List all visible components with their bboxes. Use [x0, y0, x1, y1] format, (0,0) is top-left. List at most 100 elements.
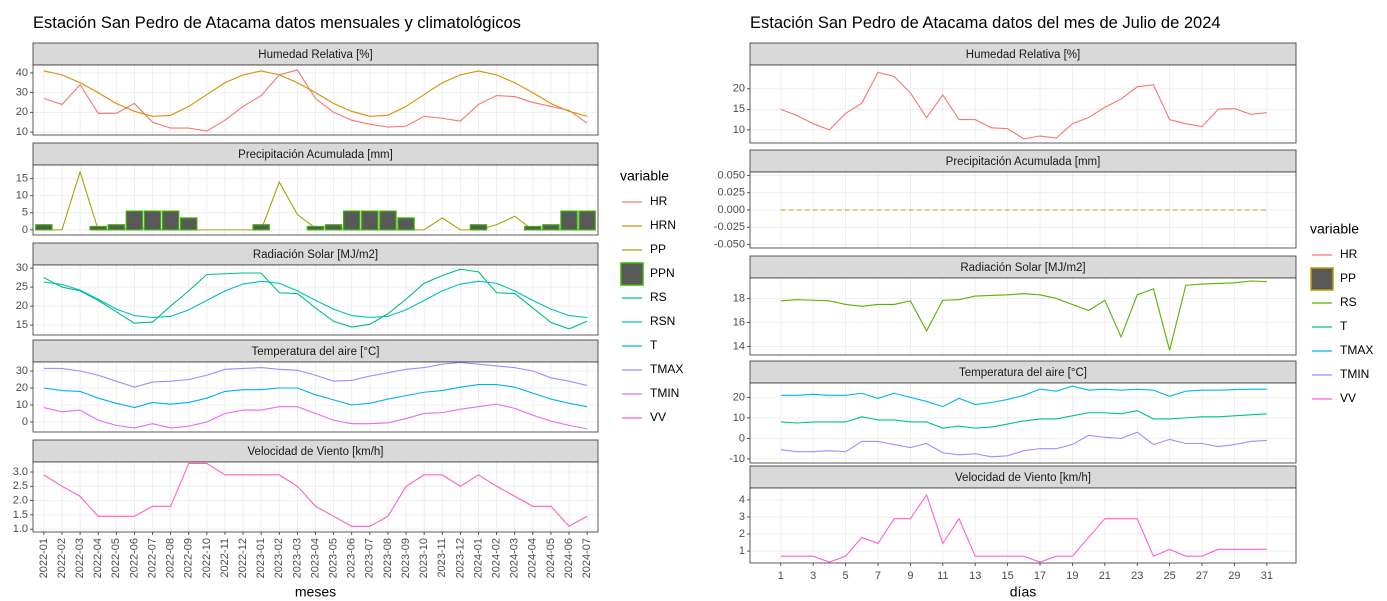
y-tick-label: 25: [16, 281, 28, 293]
y-tick-label: 0: [22, 224, 28, 236]
legend-key: [1310, 267, 1334, 291]
y-tick-label: 20: [733, 83, 745, 95]
legend-label: RSN: [650, 314, 675, 328]
x-tick-label: 2023-03: [291, 538, 303, 578]
y-tick-label: -0.025: [714, 221, 745, 233]
x-tick-label: 27: [1196, 570, 1208, 582]
bar: [560, 210, 578, 231]
panel: [750, 383, 1296, 463]
y-tick-label: 40: [16, 67, 28, 79]
panel-border: [749, 382, 1297, 464]
panel-border: [749, 171, 1297, 249]
y-tick-label: 2: [739, 528, 745, 540]
y-tick-label: 10: [733, 412, 745, 424]
panel: [750, 278, 1296, 355]
bar: [143, 210, 162, 231]
panel: [750, 65, 1296, 143]
legend-label: HR: [650, 194, 668, 208]
x-tick-label: 2022-07: [146, 538, 158, 578]
bar: [306, 225, 325, 231]
legend-label: PPN: [650, 266, 675, 280]
strip-title: Precipitación Acumulada [mm]: [238, 149, 393, 161]
line-series: [780, 280, 1267, 351]
bar: [125, 210, 144, 231]
line-series: [43, 361, 588, 388]
panel-border: [32, 361, 599, 433]
bar: [89, 225, 107, 231]
line-series: [780, 410, 1267, 429]
x-axis-title: días: [1010, 584, 1036, 600]
x-tick-label: 23: [1131, 570, 1143, 582]
x-tick-label: 2024-06: [563, 538, 575, 578]
chart-title: Estación San Pedro de Atacama datos mens…: [33, 14, 521, 32]
legend-title: variable: [1310, 221, 1359, 237]
x-tick-label: 2022-12: [237, 538, 249, 578]
bar: [469, 224, 488, 231]
legend-label: TMIN: [650, 386, 679, 400]
y-tick-label: 15: [16, 319, 28, 331]
x-tick-label: 2022-06: [128, 538, 140, 578]
x-tick-label: 2024-07: [581, 538, 593, 578]
x-tick-label: 11: [937, 570, 948, 582]
bar: [524, 225, 542, 231]
x-tick-label: 19: [1066, 570, 1078, 582]
panel-border: [32, 264, 599, 336]
line-series: [43, 403, 588, 430]
line-series: [43, 69, 588, 132]
y-tick-label: 3.0: [13, 466, 28, 478]
y-tick-label: -0.050: [714, 238, 745, 250]
y-tick-label: 0.025: [717, 187, 745, 199]
bar: [342, 210, 361, 231]
x-tick-label: 2024-05: [545, 538, 557, 578]
bar: [542, 224, 560, 231]
strip-title: Temperatura del aire [°C]: [959, 367, 1087, 379]
line-series: [43, 280, 588, 319]
y-tick-label: 0.000: [717, 204, 745, 216]
y-tick-label: 20: [733, 391, 745, 403]
x-axis-title: meses: [295, 584, 336, 600]
strip-title: Velocidad de Viento [km/h]: [248, 446, 384, 458]
y-tick-label: 20: [16, 300, 28, 312]
y-tick-label: 30: [16, 365, 28, 377]
x-tick-label: 3: [810, 570, 816, 582]
y-tick-label: 30: [16, 262, 28, 274]
x-tick-label: 2023-12: [454, 538, 466, 578]
x-tick-label: 9: [907, 570, 913, 582]
y-tick-label: 18: [733, 292, 745, 304]
x-tick-label: 5: [843, 570, 849, 582]
x-tick-label: 1: [778, 570, 784, 582]
x-tick-label: 2024-04: [527, 538, 539, 578]
x-tick-label: 2024-01: [472, 538, 484, 578]
y-tick-label: 1.5: [13, 509, 28, 521]
bar: [379, 210, 397, 231]
x-tick-label: 2023-02: [273, 538, 285, 578]
y-tick-label: 1: [739, 545, 745, 557]
line-series: [43, 268, 588, 330]
x-tick-label: 15: [1001, 570, 1013, 582]
y-tick-label: 0.050: [717, 169, 745, 181]
y-tick-label: -10: [729, 453, 745, 465]
x-tick-label: 2022-02: [56, 538, 68, 578]
bar: [107, 224, 126, 231]
bar: [252, 224, 270, 231]
x-tick-label: 31: [1261, 570, 1273, 582]
y-tick-label: 0: [739, 432, 745, 444]
x-tick-label: 13: [969, 570, 981, 582]
y-tick-label: 10: [16, 190, 28, 202]
x-tick-label: 2023-07: [364, 538, 376, 578]
y-tick-label: 2.0: [13, 494, 28, 506]
legend-label: T: [650, 338, 658, 352]
y-tick-label: 16: [733, 316, 745, 328]
x-tick-label: 2023-10: [418, 538, 430, 578]
x-tick-label: 17: [1034, 570, 1046, 582]
bar: [397, 217, 415, 231]
y-tick-label: 20: [16, 106, 28, 118]
bar: [578, 210, 596, 231]
legend-label: HR: [1340, 247, 1358, 261]
strip-title: Humedad Relativa [%]: [966, 49, 1080, 61]
panel-border: [749, 64, 1297, 144]
strip-title: Temperatura del aire [°C]: [252, 346, 380, 358]
x-tick-label: 2022-05: [110, 538, 122, 578]
y-tick-label: 1.0: [13, 523, 28, 535]
